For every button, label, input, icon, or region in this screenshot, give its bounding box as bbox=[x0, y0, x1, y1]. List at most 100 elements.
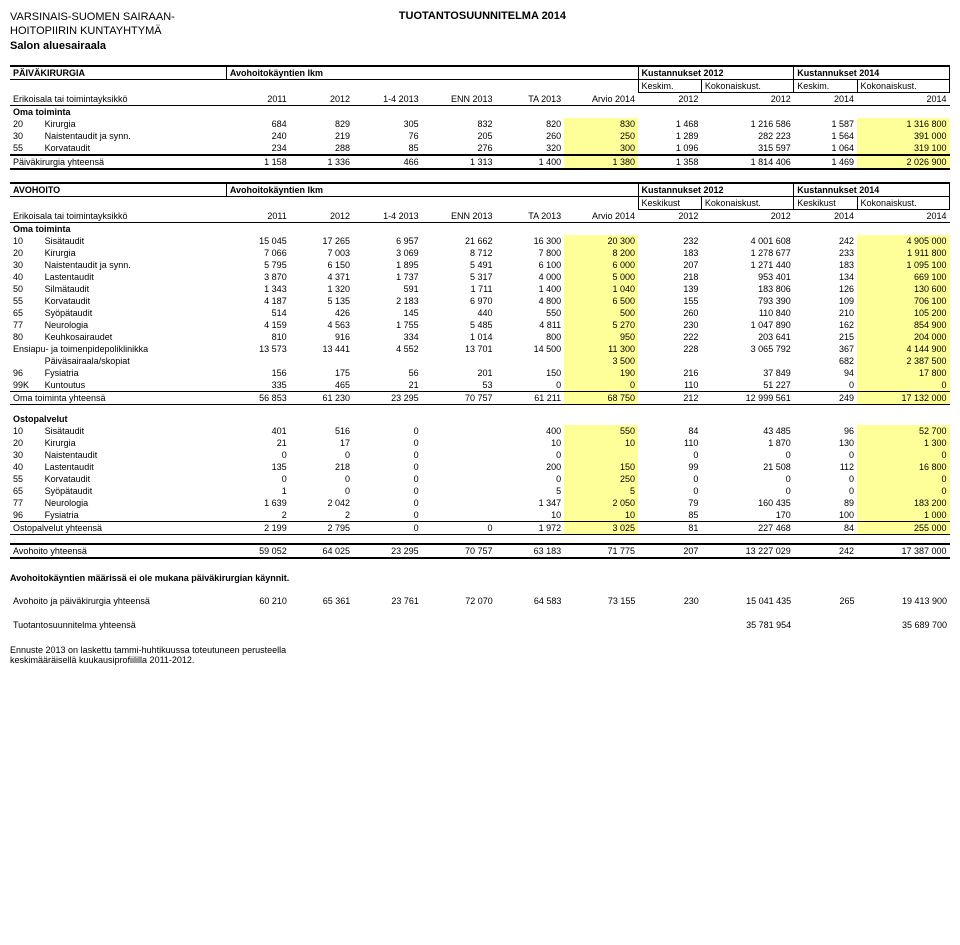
row-code: 50 bbox=[10, 283, 42, 295]
cell: 4 563 bbox=[290, 319, 353, 331]
table-row: 96Fysiatria1561755620115019021637 849941… bbox=[10, 367, 950, 379]
cell: 800 bbox=[496, 331, 565, 343]
bottom-note: Ennuste 2013 on laskettu tammi-huhtikuus… bbox=[10, 645, 950, 665]
row-code: 40 bbox=[10, 271, 42, 283]
paiva-total-label: Päiväkirurgia yhteensä bbox=[10, 155, 226, 169]
cell: 0 bbox=[353, 437, 422, 449]
cell: 5 485 bbox=[422, 319, 496, 331]
cell: 4 811 bbox=[496, 319, 565, 331]
row-code: 20 bbox=[10, 118, 42, 130]
org-line1: VARSINAIS-SUOMEN SAIRAAN- bbox=[10, 10, 175, 24]
cell: 135 bbox=[226, 461, 289, 473]
cell: 21 662 bbox=[422, 235, 496, 247]
cell: 1 289 bbox=[638, 130, 701, 142]
cell: 4 159 bbox=[226, 319, 289, 331]
row-code: 99K bbox=[10, 379, 42, 392]
table-row: 50Silmätaudit1 3431 3205911 7111 4001 04… bbox=[10, 283, 950, 295]
cell: 0 bbox=[496, 379, 565, 392]
cell: 334 bbox=[353, 331, 422, 343]
row-name: Naistentaudit ja synn. bbox=[42, 259, 227, 271]
cell: 130 bbox=[794, 437, 857, 449]
cell: 85 bbox=[353, 142, 422, 155]
row-name: Fysiatria bbox=[42, 367, 227, 379]
row-code: 55 bbox=[10, 142, 42, 155]
kokonais-label4: Kokonaiskust. bbox=[857, 196, 949, 209]
cell: 1 468 bbox=[638, 118, 701, 130]
row-code: 20 bbox=[10, 437, 42, 449]
cell: 16 800 bbox=[857, 461, 949, 473]
cell: 7 800 bbox=[496, 247, 565, 259]
paivasair-label: Päiväsairaala/skopiat bbox=[42, 355, 227, 367]
row-code: 20 bbox=[10, 247, 42, 259]
cell: 232 bbox=[638, 235, 701, 247]
cell: 96 bbox=[794, 425, 857, 437]
row-name: Silmätaudit bbox=[42, 283, 227, 295]
cell: 5 000 bbox=[564, 271, 638, 283]
cell: 1 320 bbox=[290, 283, 353, 295]
cell: 205 bbox=[422, 130, 496, 142]
cell: 2 bbox=[290, 509, 353, 522]
cell: 0 bbox=[290, 473, 353, 485]
cell: 550 bbox=[496, 307, 565, 319]
cell: 1 564 bbox=[794, 130, 857, 142]
cell: 53 bbox=[422, 379, 496, 392]
row-code: 77 bbox=[10, 497, 42, 509]
cell: 110 bbox=[638, 437, 701, 449]
page-title: TUOTANTOSUUNNITELMA 2014 bbox=[175, 10, 790, 53]
row-name: Korvataudit bbox=[42, 295, 227, 307]
cell: 1 096 bbox=[638, 142, 701, 155]
tuot-row: Tuotantosuunnitelma yhteensä 35 781 954 … bbox=[10, 619, 950, 631]
cell: 4 000 bbox=[496, 271, 565, 283]
row-code: 55 bbox=[10, 473, 42, 485]
cell: 260 bbox=[496, 130, 565, 142]
row-name: Fysiatria bbox=[42, 509, 227, 522]
cell: 21 bbox=[226, 437, 289, 449]
cell: 1 216 586 bbox=[701, 118, 793, 130]
cell: 156 bbox=[226, 367, 289, 379]
keskim-label: Keskim. bbox=[638, 79, 701, 92]
table-row: 77Neurologia1 6392 04201 3472 05079160 4… bbox=[10, 497, 950, 509]
cell: 1 870 bbox=[701, 437, 793, 449]
cell: 1 047 890 bbox=[701, 319, 793, 331]
cell: 7 066 bbox=[226, 247, 289, 259]
cell: 190 bbox=[564, 367, 638, 379]
cell: 6 500 bbox=[564, 295, 638, 307]
cell: 0 bbox=[353, 425, 422, 437]
cell: 5 bbox=[496, 485, 565, 497]
cell: 105 200 bbox=[857, 307, 949, 319]
cell: 0 bbox=[794, 449, 857, 461]
table-row: 80Keuhkosairaudet8109163341 014800950222… bbox=[10, 331, 950, 343]
ostopalvelut-label: Ostopalvelut bbox=[10, 413, 226, 425]
cell: 5 317 bbox=[422, 271, 496, 283]
cell: 4 905 000 bbox=[857, 235, 949, 247]
row-code: 40 bbox=[10, 461, 42, 473]
cell: 134 bbox=[794, 271, 857, 283]
row-code: 65 bbox=[10, 485, 42, 497]
cell: 0 bbox=[794, 473, 857, 485]
cell: 183 bbox=[638, 247, 701, 259]
cell: 76 bbox=[353, 130, 422, 142]
cell: 500 bbox=[564, 307, 638, 319]
paivakirurgia-section: PÄIVÄKIRURGIA Avohoitokäyntien lkm Kusta… bbox=[10, 65, 950, 170]
cell: 6 957 bbox=[353, 235, 422, 247]
cell: 1 911 800 bbox=[857, 247, 949, 259]
cell: 200 bbox=[496, 461, 565, 473]
cell: 0 bbox=[701, 485, 793, 497]
row-name: Korvataudit bbox=[42, 142, 227, 155]
table-row: 30Naistentaudit00000000 bbox=[10, 449, 950, 461]
cell: 832 bbox=[422, 118, 496, 130]
row-name: Lastentaudit bbox=[42, 461, 227, 473]
avo-mid: Avohoitokäyntien lkm bbox=[226, 183, 638, 197]
cell: 94 bbox=[794, 367, 857, 379]
cell: 465 bbox=[290, 379, 353, 392]
row-axis2: Erikoisala tai toimintayksikkö bbox=[10, 209, 226, 222]
cell: 250 bbox=[564, 130, 638, 142]
cell: 0 bbox=[638, 485, 701, 497]
row-name: Kirurgia bbox=[42, 247, 227, 259]
keskim-label2: Keskim. bbox=[794, 79, 857, 92]
row-code: 10 bbox=[10, 235, 42, 247]
cell: 916 bbox=[290, 331, 353, 343]
table-row: 77Neurologia4 1594 5631 7555 4854 8115 2… bbox=[10, 319, 950, 331]
cell: 0 bbox=[794, 485, 857, 497]
row-code: 10 bbox=[10, 425, 42, 437]
